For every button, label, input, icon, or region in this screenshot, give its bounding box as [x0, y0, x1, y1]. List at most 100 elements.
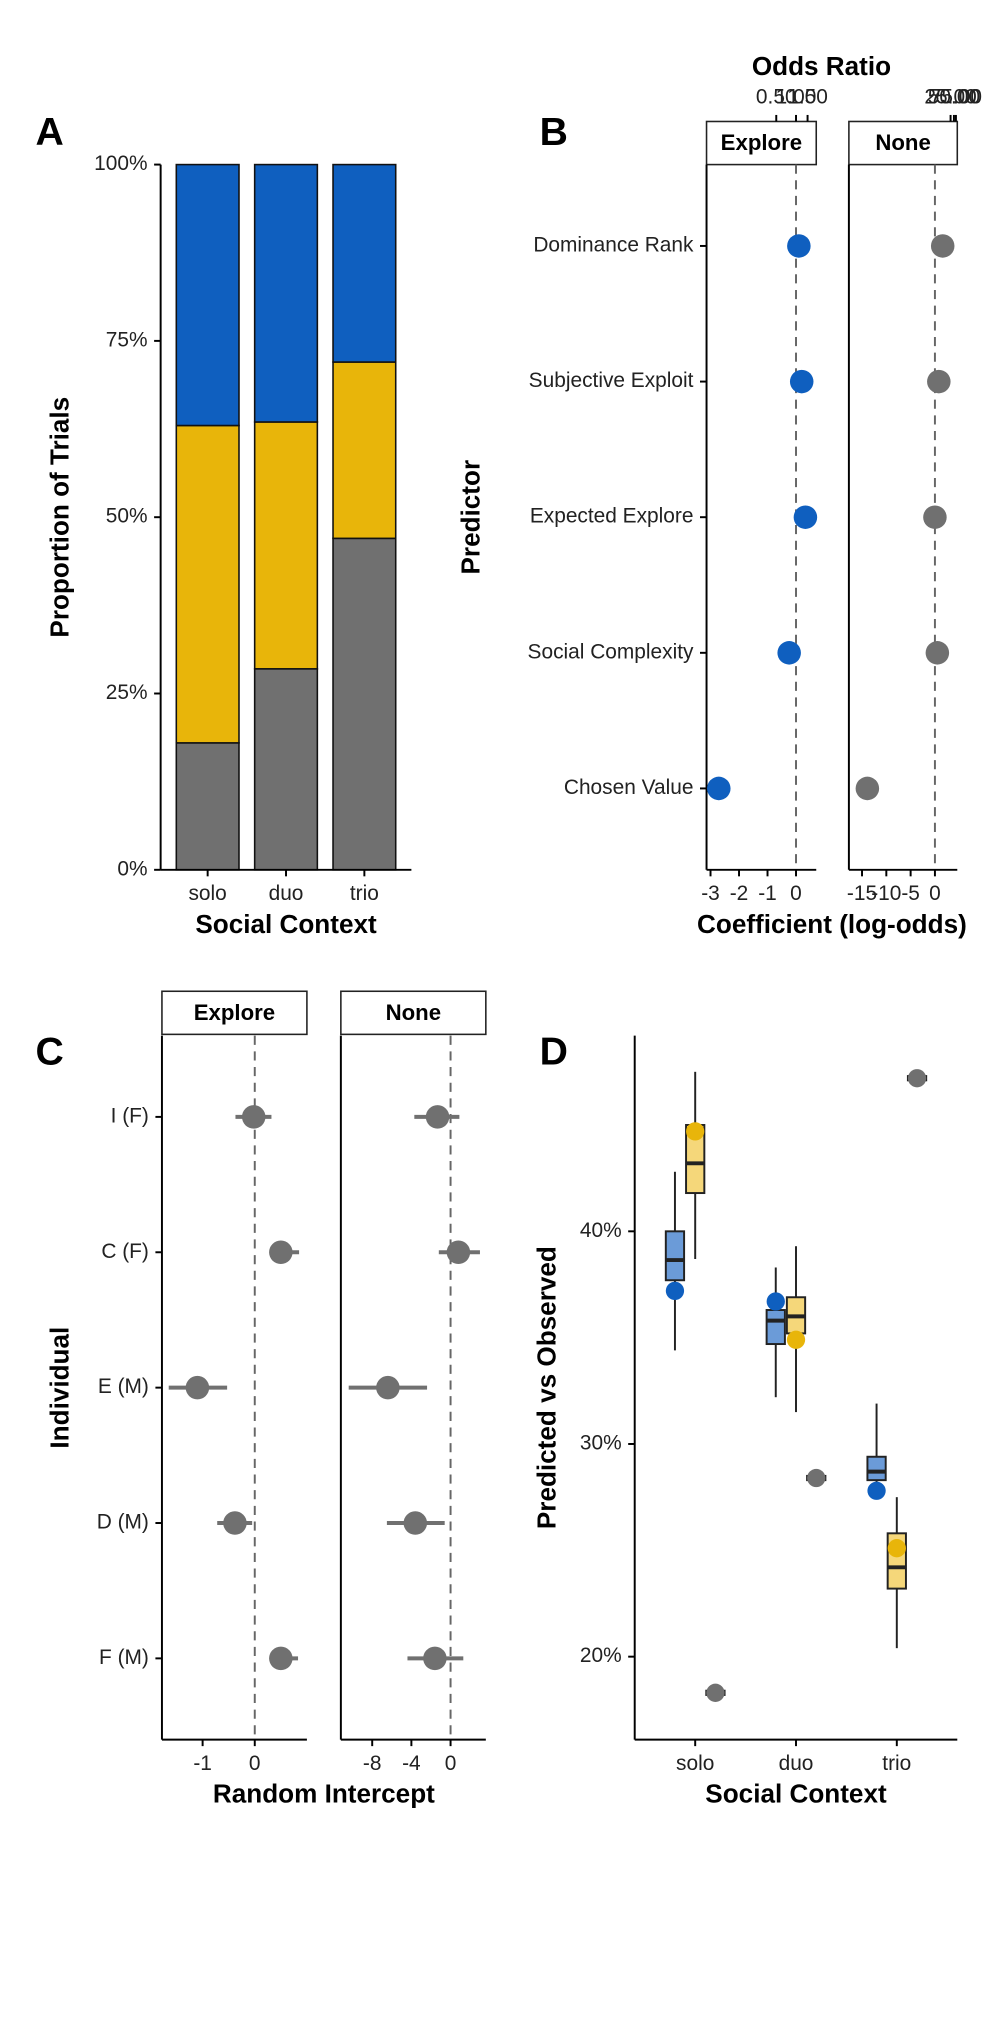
- x2-tick-label: 75.00: [930, 85, 982, 108]
- y-tick-label: Social Complexity: [528, 640, 694, 663]
- y-tick-label: 25%: [106, 681, 148, 704]
- facet-strip: [848, 120, 959, 166]
- x-tick-label: 0: [249, 1752, 261, 1775]
- observed-point: [786, 1330, 806, 1349]
- observed-point: [686, 1122, 705, 1141]
- x-tick-label: -8: [363, 1752, 382, 1775]
- x2-tick-label: 50.00: [928, 85, 980, 108]
- x-tick-label: -2: [730, 882, 749, 905]
- x-tick-label: -4: [402, 1752, 421, 1775]
- bar-segment: [253, 668, 319, 871]
- x2-tick-label: 25.00: [924, 85, 976, 108]
- point: [927, 369, 951, 394]
- panel-letter: D: [540, 1030, 568, 1073]
- y-tick-label: Chosen Value: [564, 776, 694, 799]
- panel-letter: A: [35, 111, 63, 154]
- x-axis-title: Random Intercept: [213, 1779, 435, 1809]
- bar-segment: [175, 163, 240, 427]
- panel-letter: C: [35, 1030, 63, 1073]
- x-tick-label: duo: [269, 882, 304, 905]
- box: [765, 1309, 786, 1346]
- x2-tick-label: 1.00: [776, 85, 817, 108]
- point: [789, 369, 814, 394]
- y-tick-label: 40%: [580, 1219, 622, 1242]
- observed-point: [887, 1539, 906, 1558]
- point: [446, 1240, 471, 1265]
- y-tick-label: 50%: [106, 505, 148, 528]
- x-tick-label: duo: [779, 1752, 814, 1775]
- bar-segment: [332, 537, 397, 871]
- point: [793, 505, 818, 529]
- facet-label: None: [386, 1000, 441, 1025]
- point: [787, 234, 811, 258]
- y-tick-label: F (M): [99, 1646, 149, 1669]
- observed-point: [766, 1292, 785, 1311]
- bar-segment: [175, 424, 240, 744]
- y-axis-title: Predicted vs Observed: [531, 1246, 561, 1529]
- bar-segment: [253, 163, 319, 423]
- observed-point: [907, 1069, 927, 1088]
- x-tick-label: solo: [189, 882, 227, 905]
- y-tick-label: Dominance Rank: [533, 233, 694, 256]
- point: [925, 641, 950, 665]
- y-axis-title: Proportion of Trials: [44, 397, 74, 638]
- point: [241, 1105, 266, 1129]
- box: [866, 1455, 887, 1482]
- y-tick-label: 0%: [117, 857, 147, 880]
- y-tick-label: E (M): [98, 1375, 149, 1398]
- point: [930, 234, 955, 258]
- x-tick-label: -1: [758, 882, 777, 905]
- facet-label: Explore: [194, 1000, 275, 1025]
- facet-strip: [340, 990, 487, 1036]
- facet-strip: [161, 990, 308, 1036]
- box: [664, 1230, 686, 1282]
- point: [376, 1375, 400, 1400]
- x-axis-title: Social Context: [195, 909, 377, 939]
- y-axis-title: Predictor: [456, 460, 486, 575]
- x-tick-label: 0: [445, 1752, 457, 1775]
- point: [403, 1511, 428, 1535]
- x2-tick-label: 1.50: [787, 85, 828, 108]
- bar-segment: [175, 742, 240, 871]
- facet-label: None: [875, 130, 930, 155]
- observed-point: [867, 1481, 886, 1500]
- bar-segment: [332, 163, 397, 363]
- x-tick-label: -3: [701, 882, 720, 905]
- x-tick-label: -1: [193, 1752, 212, 1775]
- y-tick-label: I (F): [111, 1104, 149, 1127]
- point: [223, 1511, 247, 1535]
- y-tick-label: 100%: [94, 152, 147, 175]
- point: [923, 505, 947, 529]
- facet-strip: [705, 120, 818, 166]
- y-tick-label: 30%: [580, 1432, 622, 1455]
- y-tick-label: C (F): [101, 1240, 149, 1263]
- bar-segment: [332, 361, 397, 540]
- observed-point: [665, 1281, 685, 1301]
- point: [777, 641, 801, 665]
- point: [269, 1240, 293, 1265]
- observed-point: [706, 1683, 725, 1702]
- x2-tick-label: 0.50: [756, 85, 797, 108]
- top-axis-title: Odds Ratio: [752, 51, 891, 81]
- panel-letter: B: [540, 111, 568, 154]
- point: [425, 1105, 450, 1129]
- observed-point: [807, 1468, 826, 1488]
- x-tick-label: trio: [350, 882, 379, 905]
- point: [855, 776, 880, 801]
- y-tick-label: D (M): [97, 1511, 149, 1534]
- x-axis-title: Coefficient (log-odds): [697, 909, 967, 939]
- x-tick-label: -15: [847, 882, 877, 905]
- point: [185, 1375, 210, 1400]
- x-tick-label: trio: [882, 1752, 911, 1775]
- x-tick-label: solo: [676, 1752, 714, 1775]
- x-axis-title: Social Context: [705, 1779, 887, 1809]
- x-tick-label: -10: [871, 882, 901, 905]
- x-tick-label: -5: [901, 882, 920, 905]
- y-tick-label: Subjective Exploit: [529, 369, 694, 392]
- bar-segment: [253, 421, 319, 670]
- x-tick-label: 0: [790, 882, 802, 905]
- point: [423, 1646, 447, 1671]
- x-tick-label: 0: [929, 882, 941, 905]
- point: [269, 1646, 293, 1671]
